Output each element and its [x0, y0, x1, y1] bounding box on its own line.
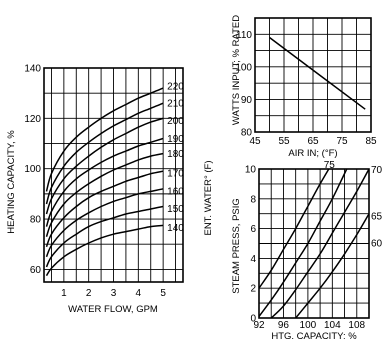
heating-series-line-170	[45, 170, 164, 248]
watts-x-tick-label: 85	[365, 136, 377, 147]
heating-y-tick-label: 120	[24, 114, 41, 125]
steam-series-line-75	[259, 169, 330, 289]
heating-series-line-160	[45, 188, 164, 258]
steam-x-tick-label: 108	[348, 320, 365, 331]
heating-x-tick-label: 3	[111, 288, 117, 299]
steam-x-axis-label: HTG. CAPACITY: %	[271, 331, 357, 341]
heating-series-line-220	[45, 87, 164, 192]
heating-curves	[45, 87, 164, 277]
heating-plot-frame	[43, 67, 184, 283]
heating-y-tick-label: 80	[30, 215, 42, 226]
steam-curve-label-70: 70	[371, 165, 383, 176]
watts-x-tick-label: 55	[278, 136, 290, 147]
steam-y-tick-label: 4	[250, 254, 256, 265]
heating-y-tick-label: 60	[30, 265, 42, 276]
heating-x-axis-label: WATER FLOW, GPM	[68, 304, 158, 315]
heating-curve-label-200: 200	[167, 116, 184, 127]
watts-y-tick-label: 100	[235, 62, 252, 73]
watts-x-tick-label: 45	[249, 136, 261, 147]
steam-curve-label-65: 65	[371, 212, 383, 223]
watts-plot-frame	[254, 17, 372, 133]
heating-curve-label-170: 170	[167, 169, 184, 180]
heating-grid	[43, 67, 184, 283]
heating-y2-axis-label: ENT. WATER° (F)	[203, 160, 214, 235]
steam-curves	[259, 169, 369, 318]
steam-plot-frame	[258, 168, 370, 319]
heating-series-line-200	[45, 117, 164, 215]
heating-curve-label-220: 220	[167, 82, 184, 93]
heating-curve-label-190: 190	[167, 134, 184, 145]
watts-grid	[254, 17, 372, 133]
heating-series-line-190	[45, 137, 164, 227]
steam-x-tick-label: 104	[324, 320, 341, 331]
watts-input-chart: 45 55 65 75 85 80 90 100 110 AIR IN; (°F) WATTS …	[231, 15, 377, 159]
heating-curve-labels: 220 210 200 190 180 170 160 150 140	[167, 82, 184, 234]
steam-y-tick-label: 6	[250, 224, 256, 235]
heating-x-tick-label: 2	[86, 288, 92, 299]
watts-x-tick-label: 65	[307, 136, 319, 147]
steam-y-tick-label: 10	[245, 165, 257, 176]
heating-y-tick-label: 140	[24, 64, 41, 75]
steam-x-tick-label: 92	[253, 320, 265, 331]
steam-y-tick-label: 0	[250, 314, 256, 325]
watts-tick-labels: 45 55 65 75 85 80 90 100 110	[235, 30, 377, 147]
heating-y-axis-label: HEATING CAPACITY, %	[6, 130, 17, 234]
watts-x-tick-label: 75	[336, 136, 348, 147]
steam-y-tick-label: 2	[250, 284, 256, 295]
heating-tick-labels: 1 2 3 4 5 60 80 100 120 140	[24, 64, 166, 300]
heating-curve-label-210: 210	[167, 99, 184, 110]
heating-curve-label-140: 140	[167, 223, 184, 234]
heating-series-line-210	[45, 102, 164, 205]
heating-x-tick-label: 1	[61, 288, 67, 299]
steam-grid	[258, 168, 370, 319]
heating-curve-label-160: 160	[167, 186, 184, 197]
heating-curve-label-180: 180	[167, 149, 184, 160]
steam-x-tick-label: 100	[300, 320, 317, 331]
steam-series-line-65	[270, 169, 369, 318]
steam-series-line-60	[295, 213, 369, 318]
steam-series-line-70	[259, 169, 348, 317]
steam-y-tick-label: 8	[250, 194, 256, 205]
watts-series-line-0	[269, 36, 366, 110]
heating-series-line-140	[45, 224, 164, 277]
steam-x-tick-label: 96	[278, 320, 290, 331]
heating-capacity-chart: 220 210 200 190 180 170 160 150 140 1 2 3 4 5 60 80 100…	[6, 64, 214, 316]
watts-curve	[269, 36, 366, 110]
watts-y-tick-label: 90	[241, 95, 253, 106]
heating-x-tick-label: 5	[160, 288, 166, 299]
watts-x-axis-label: AIR IN; (°F)	[288, 148, 337, 159]
watts-y-tick-label: 80	[241, 128, 253, 139]
heating-curve-label-150: 150	[167, 204, 184, 215]
steam-tick-labels: 92 96 100 104 108 0 2 4 6 8 10	[245, 165, 366, 332]
steam-pressure-chart: 75 70 65 60 92 96 100 104 108 0 2 4 6 8 10 HTG. CAPAC…	[231, 160, 383, 341]
heating-series-line-150	[45, 205, 164, 268]
watts-y-tick-label: 110	[236, 30, 252, 41]
heating-y-tick-label: 100	[24, 164, 41, 175]
steam-y-axis-label: STEAM PRESS, PSIG	[231, 198, 242, 294]
steam-curve-label-60: 60	[371, 238, 383, 249]
heating-x-tick-label: 4	[136, 288, 142, 299]
steam-curve-label-75: 75	[324, 160, 336, 171]
steam-curve-labels: 75 70 65 60	[324, 160, 383, 249]
watts-y-axis-label: WATTS INPUT; % RATED	[231, 15, 242, 125]
heating-series-line-180	[45, 152, 164, 237]
